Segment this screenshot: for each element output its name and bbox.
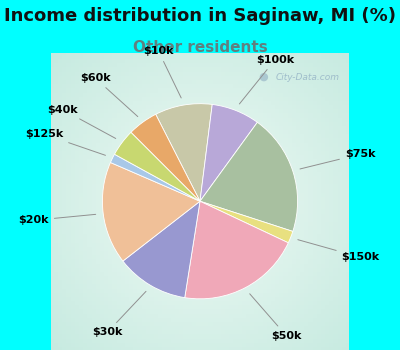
Wedge shape xyxy=(200,104,257,201)
Text: $40k: $40k xyxy=(48,105,116,139)
Wedge shape xyxy=(123,201,200,298)
Wedge shape xyxy=(200,122,298,231)
Text: $10k: $10k xyxy=(143,46,181,98)
Wedge shape xyxy=(102,162,200,261)
Text: ●: ● xyxy=(259,72,268,82)
Wedge shape xyxy=(185,201,288,299)
Text: $20k: $20k xyxy=(18,214,96,225)
Text: $100k: $100k xyxy=(240,55,294,104)
Text: $150k: $150k xyxy=(298,240,380,262)
Text: City-Data.com: City-Data.com xyxy=(276,74,340,82)
Text: $60k: $60k xyxy=(80,73,138,117)
Text: $75k: $75k xyxy=(300,149,375,169)
Wedge shape xyxy=(156,104,212,201)
Text: Income distribution in Saginaw, MI (%): Income distribution in Saginaw, MI (%) xyxy=(4,7,396,25)
Text: Other residents: Other residents xyxy=(133,40,267,55)
Wedge shape xyxy=(200,201,293,243)
Text: $50k: $50k xyxy=(250,294,302,341)
Text: $30k: $30k xyxy=(92,291,146,337)
Wedge shape xyxy=(131,114,200,201)
Wedge shape xyxy=(114,132,200,201)
Text: $125k: $125k xyxy=(25,129,106,155)
Wedge shape xyxy=(110,154,200,201)
